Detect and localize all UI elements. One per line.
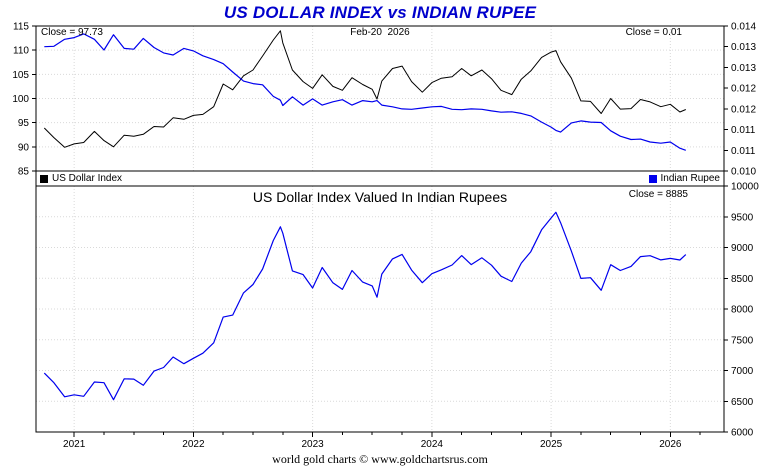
- inr-line: [44, 33, 687, 151]
- page-title: US DOLLAR INDEX vs INDIAN RUPEE: [223, 3, 537, 22]
- left-axis-tick-label: 110: [13, 46, 29, 57]
- date-label: Feb-20 2026: [350, 27, 410, 38]
- panel2-axis-tick-label: 8500: [731, 274, 754, 285]
- usdx-swatch-icon: [40, 174, 48, 183]
- panel2-title: US Dollar Index Valued In Indian Rupees: [252, 189, 508, 205]
- panel2-axis-tick-label: 7500: [731, 335, 754, 346]
- right-axis-tick-label: 0.014: [731, 22, 756, 33]
- right-axis-tick-label: 0.010: [731, 167, 756, 178]
- year-tick-label: 2024: [421, 439, 444, 450]
- panel2-axis-tick-label: 8000: [731, 305, 754, 316]
- inr-swatch-icon: [648, 174, 657, 183]
- usdx-legend-label: US Dollar Index: [52, 173, 123, 184]
- left-axis-tick-label: 90: [18, 142, 30, 153]
- panel2-axis-tick-label: 9500: [731, 212, 754, 223]
- inr-legend-label: Indian Rupee: [660, 173, 721, 184]
- year-tick-label: 2021: [63, 439, 86, 450]
- right-axis-tick-label: 0.011: [731, 125, 756, 136]
- panel2-axis-tick-label: 9000: [731, 243, 754, 254]
- inr-close-label: Close = 0.01: [625, 27, 682, 38]
- usdx-in-inr-close-label: Close = 8885: [628, 189, 688, 200]
- right-axis-tick-label: 0.012: [731, 84, 756, 95]
- year-tick-label: 2025: [540, 439, 563, 450]
- axis-labels: 115 110 105 100 95 90 85 0.014 0.013 0.013 0.012 0.…: [12, 22, 759, 451]
- footer-credit: world gold charts © www.goldchartsrus.co…: [272, 452, 488, 466]
- panel2-axis-tick-label: 10000: [731, 182, 759, 193]
- left-axis-tick-label: 100: [12, 94, 29, 105]
- left-axis-tick-label: 85: [18, 167, 30, 178]
- right-axis-tick-label: 0.012: [731, 104, 756, 115]
- axis-ticks: [32, 25, 728, 437]
- panel2-axis-tick-label: 6500: [731, 397, 754, 408]
- left-axis-tick-label: 115: [13, 22, 29, 33]
- legend-usdx: US Dollar Index: [40, 172, 122, 185]
- usdx-close-label: Close = 97.73: [41, 27, 103, 38]
- right-axis-tick-label: 0.013: [731, 63, 756, 74]
- usdx-in-inr-line: [43, 211, 687, 401]
- right-axis-tick-label: 0.013: [731, 42, 756, 53]
- panel2-axis-tick-label: 6000: [731, 428, 754, 439]
- legend-inr: Indian Rupee: [648, 172, 721, 185]
- left-axis-tick-label: 95: [18, 118, 30, 129]
- year-tick-label: 2023: [302, 439, 325, 450]
- left-axis-tick-label: 105: [12, 70, 29, 81]
- right-axis-tick-label: 0.011: [731, 146, 756, 157]
- usdx-line: [43, 30, 686, 148]
- year-tick-label: 2022: [182, 439, 205, 450]
- year-tick-label: 2026: [659, 439, 682, 450]
- panel2-axis-tick-label: 7000: [731, 366, 754, 377]
